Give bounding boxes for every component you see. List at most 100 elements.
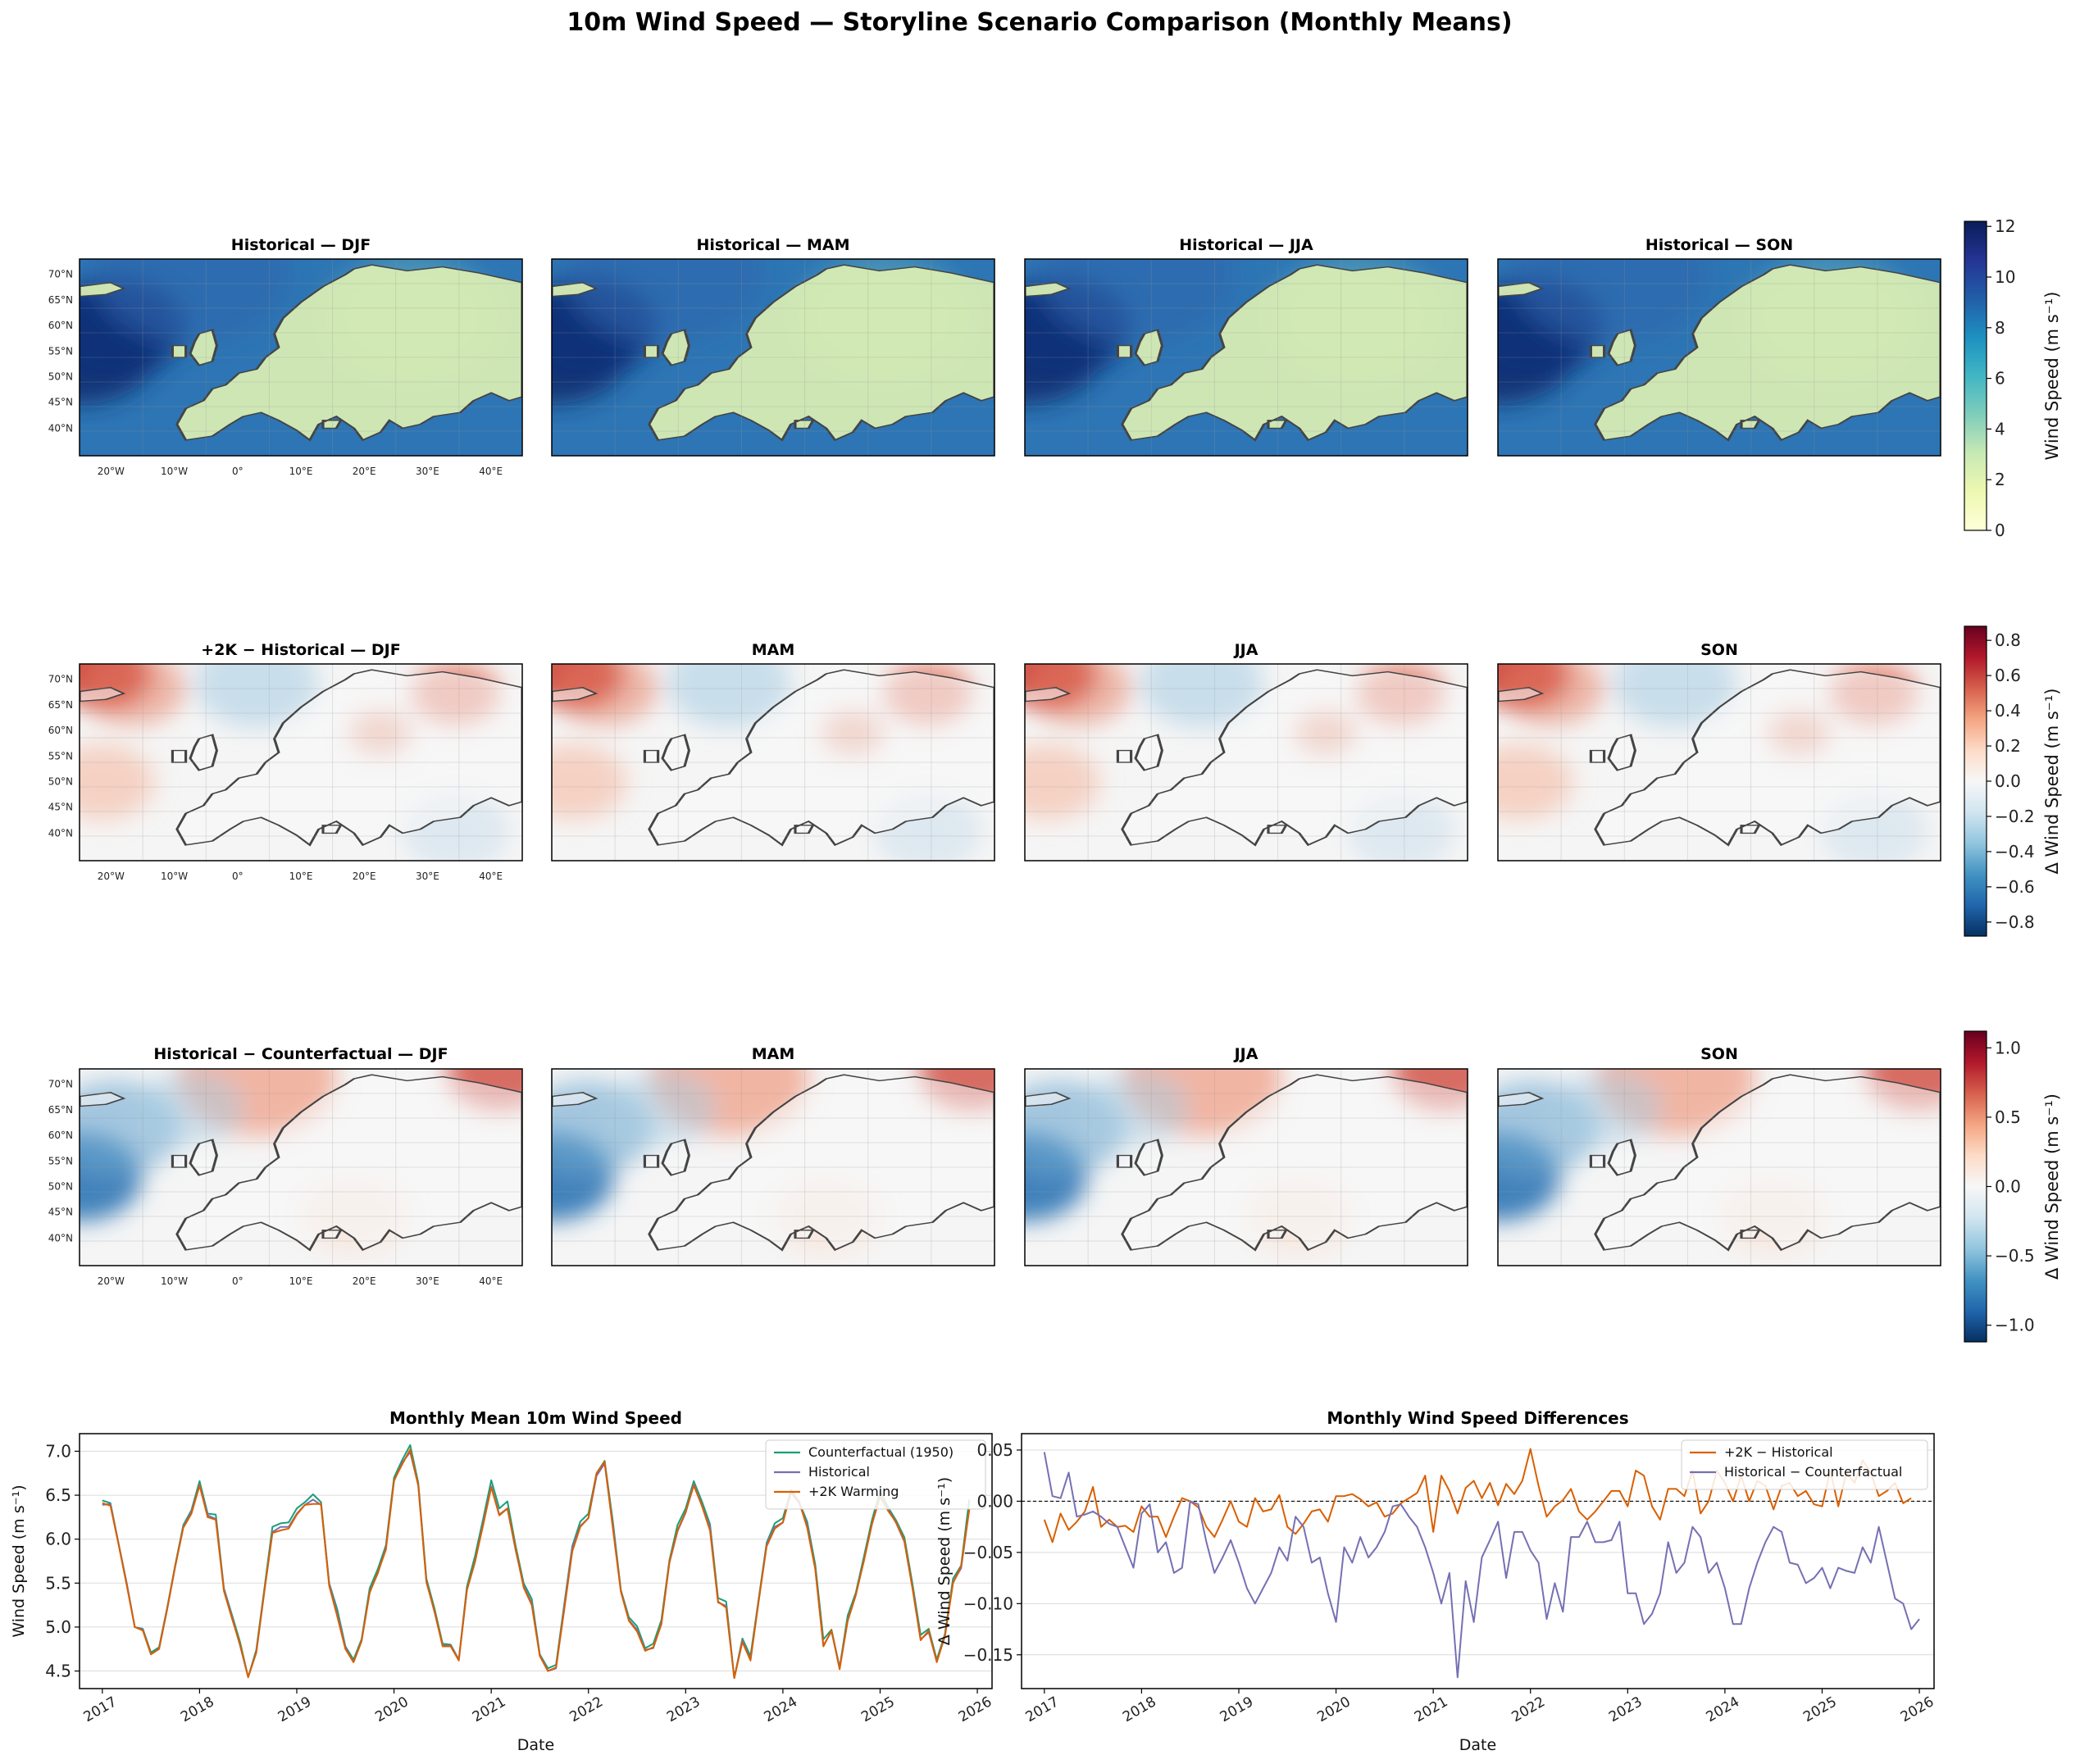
colorbar-tick-label: −0.2 (1995, 807, 2035, 826)
map-frame (551, 663, 995, 862)
colorbar-label: Δ Wind Speed (m s⁻¹) (2042, 1093, 2062, 1280)
field-blob (1498, 743, 1573, 821)
map-frame (79, 258, 523, 457)
y-axis-label: Δ Wind Speed (m s⁻¹) (935, 1477, 954, 1645)
colorbar-tick-label: 0 (1995, 521, 2005, 540)
lat-tick-label: 45°N (48, 397, 73, 408)
lat-tick-label: 55°N (48, 1155, 73, 1166)
map-panel: JJA (1024, 641, 1468, 862)
lon-tick-label: 10°W (161, 466, 188, 477)
field-blob (1498, 664, 1604, 725)
chart-0: 4.5 5.0 5.5 6.0 6.5 7.0 2017 2018 2019 2020 2021 20… (10, 1408, 994, 1754)
map-panel: JJA (1024, 1045, 1468, 1266)
x-tick-label: 2026 (956, 1694, 994, 1725)
x-tick-label: 2023 (1606, 1694, 1645, 1725)
lat-tick-label: 40°N (48, 1232, 73, 1243)
y-tick-label: 6.5 (45, 1485, 71, 1505)
map-frame (1024, 663, 1468, 862)
map-panel: SON (1497, 641, 1941, 862)
field-blob (565, 259, 760, 344)
map-frame (1024, 1068, 1468, 1266)
colorbar-tick-label: 0.4 (1995, 701, 2021, 721)
lon-tick-label: 30°E (416, 466, 439, 477)
colorbar-tick-label: 4 (1995, 419, 2005, 439)
chart-1: −0.15 −0.10 −0.05 0.00 0.05 2017 2018 2019 2020 2… (935, 1408, 1937, 1754)
map-panel: Historical — SON (1497, 236, 1941, 457)
lat-tick-label: 50°N (48, 1181, 73, 1193)
lon-tick-label: 20°E (353, 1275, 376, 1287)
map-frame (551, 1068, 995, 1266)
panel-title: Historical − Counterfactual — DJF (153, 1045, 448, 1063)
field-blob (1511, 259, 1706, 344)
y-tick-label: 5.0 (45, 1617, 71, 1637)
field-blob (93, 259, 288, 344)
y-tick-label: 0.00 (976, 1491, 1013, 1511)
field-blob (1082, 1070, 1189, 1147)
x-tick-label: 2018 (178, 1694, 216, 1725)
x-tick-label: 2026 (1898, 1694, 1937, 1725)
colorbar: −0.8 −0.6 −0.4 −0.2 0.0 0.2 0.4 0.6 0.8 Δ Wind Sp… (1964, 625, 2062, 937)
map-frame (1497, 663, 1941, 862)
lon-tick-label: 10°W (161, 871, 188, 882)
y-tick-label: 0.05 (976, 1440, 1013, 1460)
colorbar-tick-label: 0.0 (1995, 1177, 2021, 1197)
legend-label: Counterfactual (1950) (808, 1444, 954, 1460)
x-tick-label: 2025 (858, 1694, 897, 1725)
lat-tick-label: 45°N (48, 1207, 73, 1218)
x-tick-label: 2024 (762, 1694, 800, 1725)
colorbar-tick-label: 0.2 (1995, 736, 2021, 756)
lon-tick-label: 10°E (289, 466, 313, 477)
field-blob (1140, 664, 1264, 728)
x-tick-label: 2020 (1314, 1694, 1353, 1725)
map-frame (551, 258, 995, 457)
field-blob (80, 664, 186, 725)
field-blob (1613, 664, 1737, 728)
lon-tick-label: 20°W (98, 871, 125, 882)
colorbar-label: Δ Wind Speed (m s⁻¹) (2042, 689, 2062, 875)
map-frame (79, 1068, 523, 1266)
y-tick-label: −0.10 (963, 1594, 1013, 1613)
colorbar-tick-label: 12 (1995, 216, 2015, 236)
chart-frame (1021, 1433, 1935, 1689)
field-blob (1025, 664, 1131, 725)
lat-tick-label: 60°N (48, 1130, 73, 1141)
field-blob (552, 664, 658, 725)
panel-title: Historical — MAM (696, 236, 849, 254)
x-tick-label: 2024 (1704, 1694, 1742, 1725)
field-blob (137, 1070, 244, 1147)
x-tick-label: 2017 (81, 1694, 120, 1725)
lat-tick-label: 65°N (48, 294, 73, 306)
lon-tick-label: 30°E (416, 1275, 439, 1287)
x-tick-label: 2023 (664, 1694, 703, 1725)
lon-tick-label: 30°E (416, 871, 439, 882)
series-line-2 (102, 1448, 971, 1680)
map-frame (1497, 1068, 1941, 1266)
colorbar: −1.0 −0.5 0.0 0.5 1.0 Δ Wind Speed (m s⁻¹) (1964, 1030, 2062, 1343)
field-blob (194, 664, 319, 728)
lat-tick-label: 60°N (48, 320, 73, 331)
legend-label: +2K Warming (808, 1484, 899, 1499)
y-tick-label: 7.0 (45, 1441, 71, 1461)
lat-tick-label: 55°N (48, 345, 73, 357)
map-panel: Historical — DJF 40°N 45°N 50°N 55°N 60°N 65°N… (48, 236, 523, 477)
x-tick-label: 2018 (1120, 1694, 1158, 1725)
legend-box (1681, 1439, 1928, 1490)
lat-tick-label: 50°N (48, 371, 73, 383)
lon-tick-label: 0° (232, 1275, 244, 1287)
colorbar-label: Wind Speed (m s⁻¹) (2042, 292, 2062, 461)
panel-title: SON (1700, 641, 1738, 659)
map-panel: Historical − Counterfactual — DJF 40°N 45°… (48, 1045, 523, 1287)
x-tick-label: 2019 (1218, 1694, 1256, 1725)
x-axis-label: Date (517, 1736, 554, 1754)
map-panels: Historical — DJF 40°N 45°N 50°N 55°N 60°N 65°N… (48, 236, 1941, 1287)
lon-tick-label: 0° (232, 871, 244, 882)
x-axis-label: Date (1459, 1736, 1496, 1754)
lon-tick-label: 0° (232, 466, 244, 477)
map-panel: MAM (551, 1045, 995, 1266)
legend-label: Historical − Counterfactual (1724, 1464, 1902, 1480)
field-blob (609, 1070, 716, 1147)
map-panel: Historical — MAM (551, 236, 995, 457)
field-blob (1038, 259, 1233, 344)
